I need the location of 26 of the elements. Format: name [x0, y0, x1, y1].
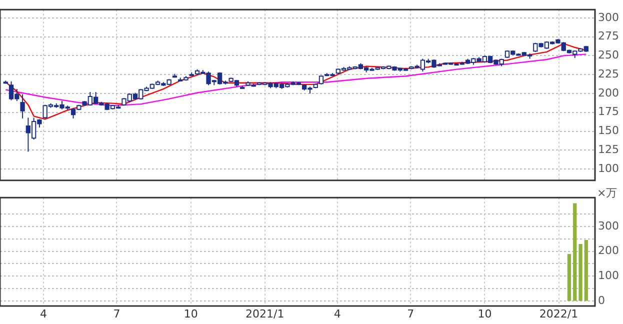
x-tick-label: 7	[113, 307, 120, 320]
x-tick-label: 10	[478, 307, 492, 320]
y-tick-label: 100	[598, 269, 619, 282]
bar	[567, 254, 572, 301]
x-tick-label: 4	[40, 307, 47, 320]
bar	[584, 240, 588, 301]
y-tick-label: 150	[598, 124, 619, 138]
y-tick-label: 275	[598, 30, 619, 43]
x-tick-label: 4	[334, 307, 341, 320]
y-tick-label: 175	[598, 105, 619, 118]
y-tick-label: 225	[598, 67, 619, 80]
y-tick-label: 250	[598, 48, 619, 62]
x-tick-label: 7	[407, 307, 414, 320]
x-tick-label: 2022/1	[539, 307, 578, 320]
y-tick-label: 125	[598, 143, 619, 156]
bar	[578, 244, 582, 301]
y-tick-label: 200	[598, 86, 619, 100]
y-tick-label: 100	[598, 162, 619, 175]
y-tick-label: 300	[598, 10, 619, 24]
y-tick-label: 0	[598, 294, 605, 307]
y-tick-label: 200	[598, 244, 619, 258]
bar	[573, 203, 577, 301]
x-tick-label: 10	[184, 307, 198, 320]
x-tick-label: 2021/1	[246, 307, 284, 320]
y-axis-title: ×万	[597, 186, 618, 200]
y-tick-label: 300	[598, 219, 619, 232]
